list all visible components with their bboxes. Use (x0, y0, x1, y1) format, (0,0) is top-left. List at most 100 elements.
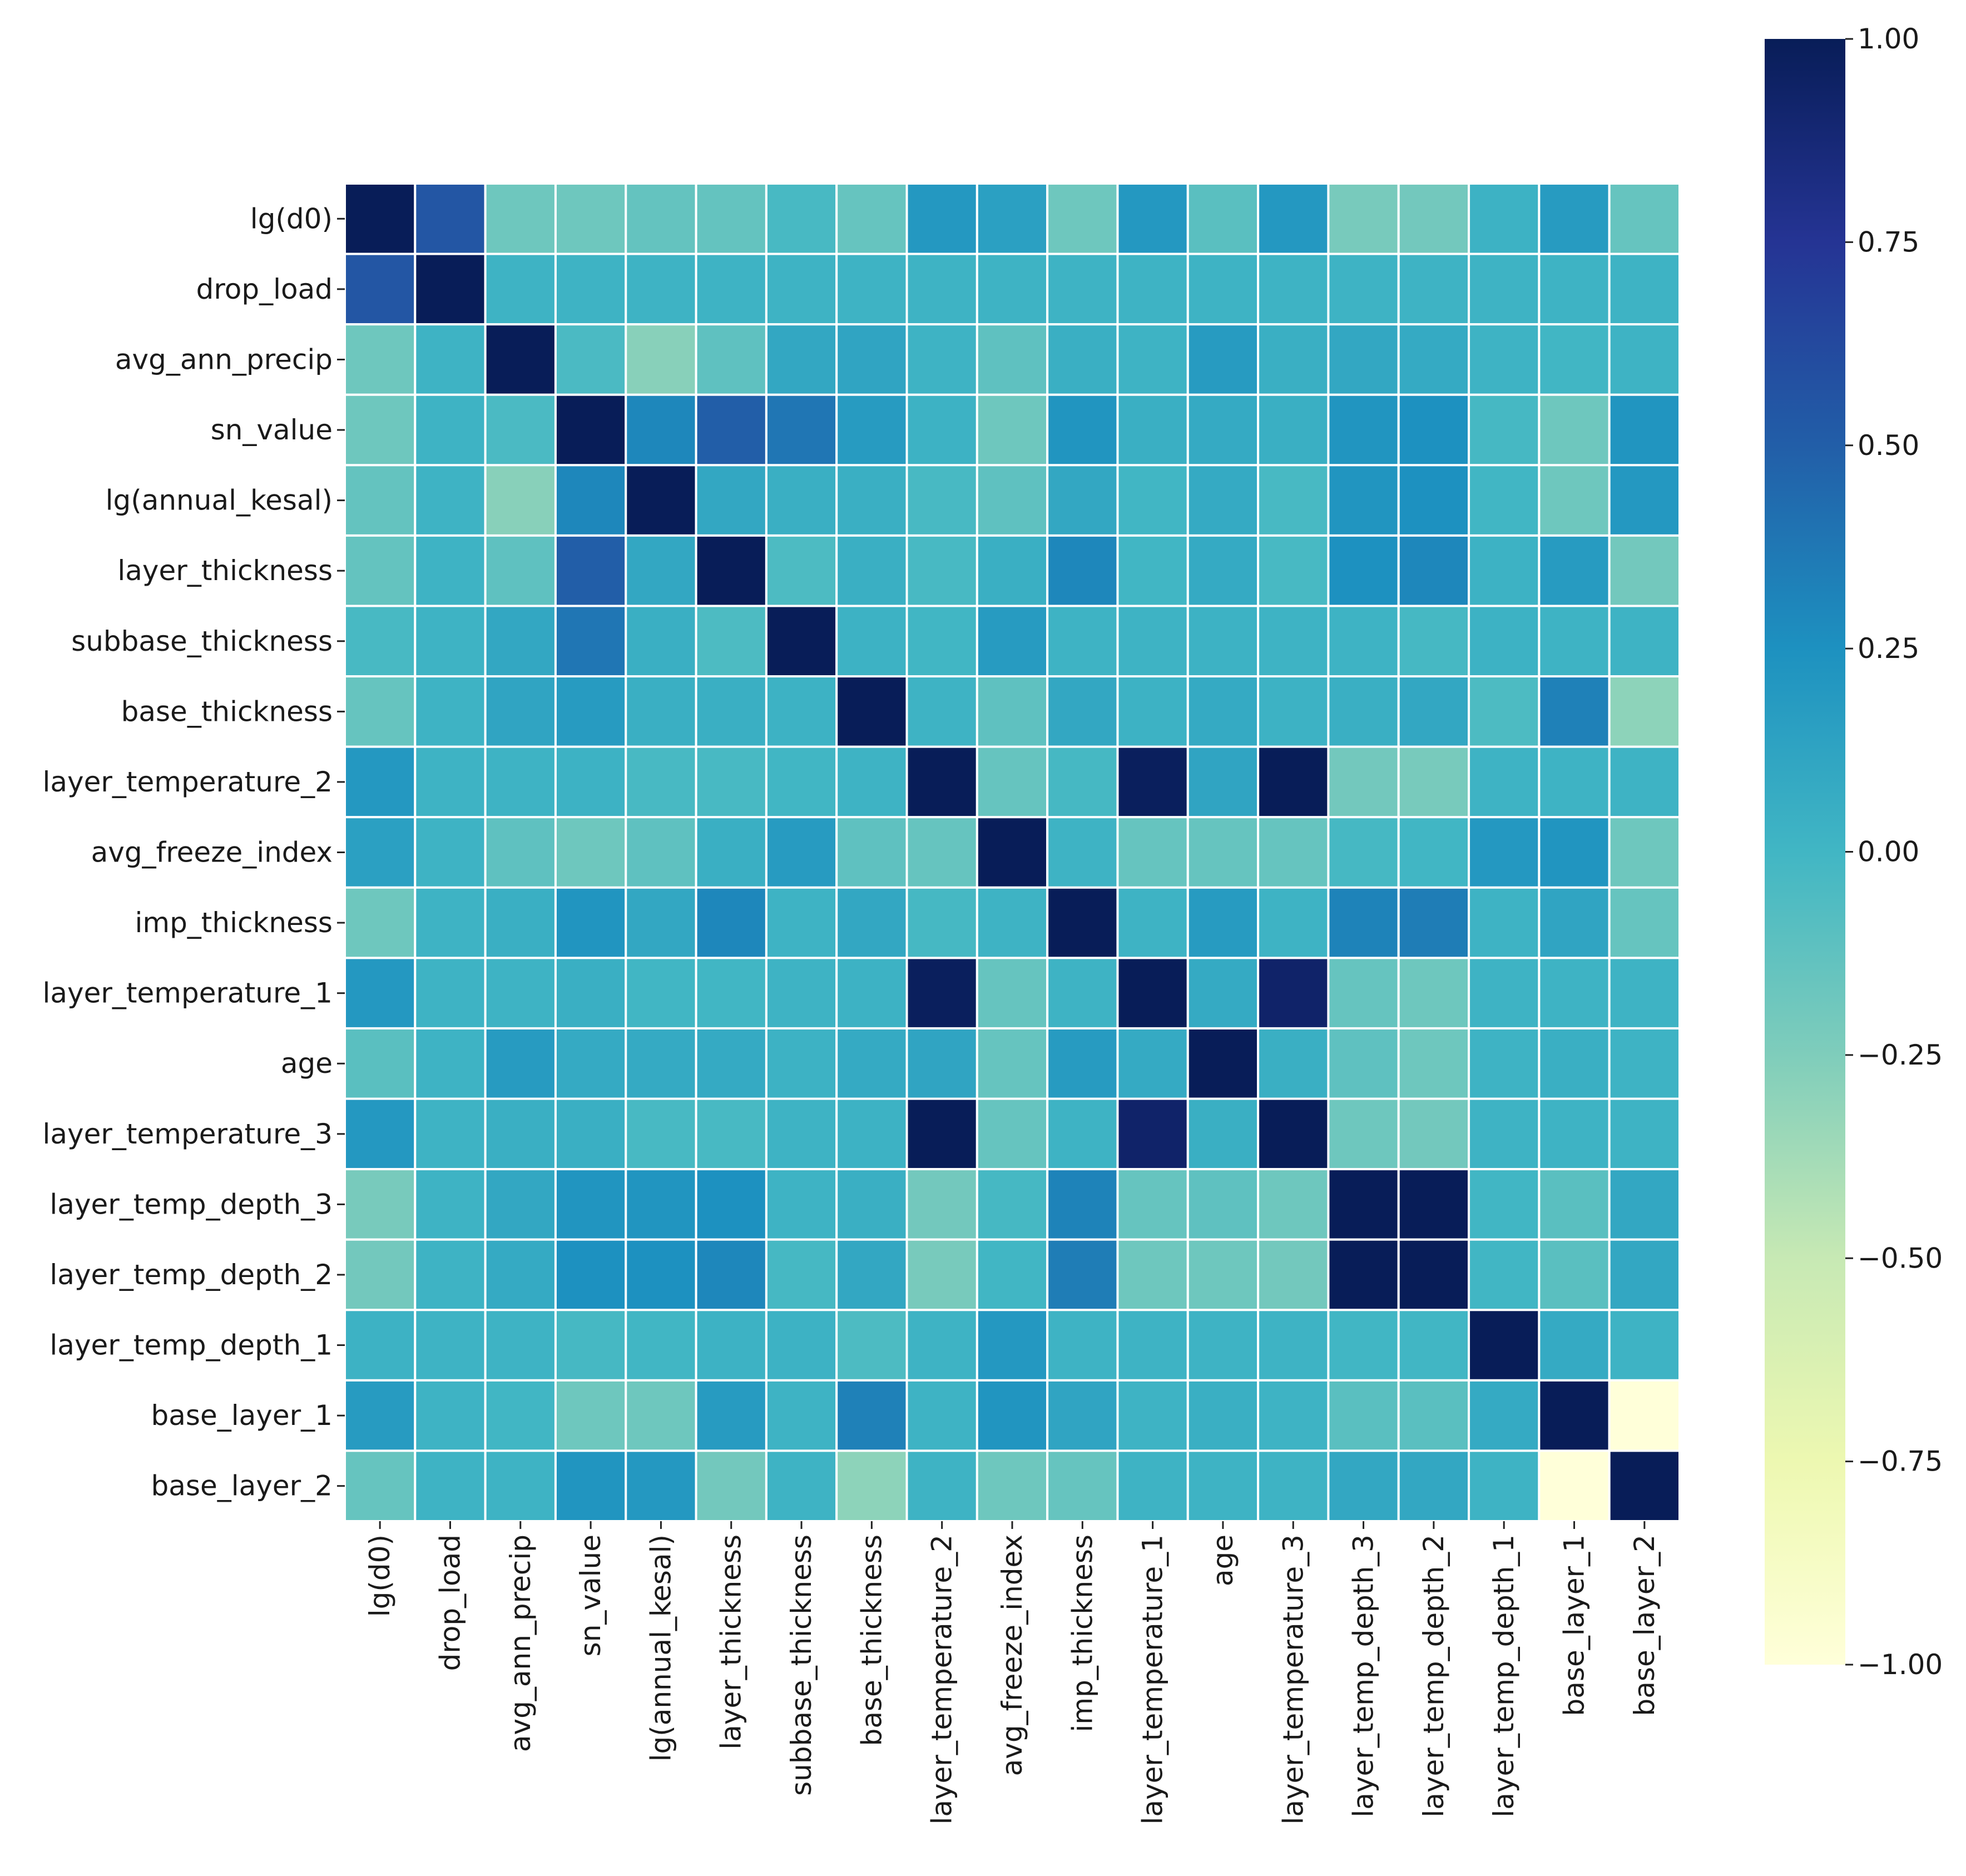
heatmap-cell-base-layer-2-x-age (1186, 1449, 1260, 1523)
heatmap-cell-subbase-thickness-x-drop-load (414, 605, 487, 678)
heatmap-cell-layer-temperature-1-x-base-layer-2 (1608, 957, 1681, 1029)
heatmap-cell-base-thickness-x-avg-freeze-index (975, 675, 1049, 748)
heatmap-cell-subbase-thickness-x-age (1186, 605, 1260, 678)
heatmap-cell-layer-temp-depth-2-x-layer-temp-depth-2 (1397, 1238, 1470, 1311)
heatmap-cell-avg-freeze-index-x-layer-temperature-2 (905, 816, 978, 889)
colorbar-tick-label-7: −0.75 (1858, 1446, 1943, 1478)
heatmap-cell-avg-ann-precip-x-layer-temperature-3 (1257, 323, 1330, 396)
heatmap-cell-subbase-thickness-x-base-layer-2 (1608, 605, 1681, 678)
heatmap-cell-base-layer-1-x-subbase-thickness (765, 1379, 838, 1452)
heatmap-cell-layer-temp-depth-1-x-avg-ann-precip (484, 1309, 557, 1382)
heatmap-cell-imp-thickness-x-layer-temperature-2 (905, 886, 978, 959)
y-tick-label-base-layer-1: base_layer_1 (151, 1399, 333, 1432)
heatmap-cell-sn-value-x-layer-temperature-1 (1116, 393, 1189, 467)
heatmap-cell-layer-temperature-3-x-layer-temp-depth-3 (1327, 1097, 1400, 1171)
y-tick-label-base-thickness: base_thickness (121, 695, 333, 727)
y-tick-label-age: age (281, 1047, 333, 1080)
x-tick-label-avg-freeze-index: avg_freeze_index (996, 1535, 1028, 1776)
heatmap-cell-sn-value-x-layer-temperature-3 (1257, 393, 1330, 467)
heatmap-cell-layer-temp-depth-2-x-avg-freeze-index (975, 1238, 1049, 1311)
heatmap-cell-sn-value-x-layer-temp-depth-2 (1397, 393, 1470, 467)
heatmap-cell-avg-freeze-index-x-layer-temp-depth-1 (1468, 816, 1541, 889)
heatmap-cell-imp-thickness-x-base-thickness (835, 886, 908, 959)
heatmap-cell-layer-temperature-2-x-subbase-thickness (765, 745, 838, 819)
heatmap-cell-lg-annual-kesal-x-layer-thickness (695, 464, 767, 537)
colorbar-tick-label-3: 0.25 (1858, 632, 1919, 665)
y-tick-label-layer-temperature-3: layer_temperature_3 (42, 1118, 333, 1150)
heatmap-cell-layer-temperature-3-x-layer-temperature-1 (1116, 1097, 1189, 1171)
heatmap-cell-sn-value-x-layer-temp-depth-3 (1327, 393, 1400, 467)
heatmap-cell-layer-temperature-3-x-lg-annual-kesal (625, 1097, 697, 1171)
heatmap-cell-layer-temp-depth-3-x-base-layer-1 (1538, 1168, 1611, 1241)
heatmap-cell-base-thickness-x-base-thickness (835, 675, 908, 748)
heatmap-cell-layer-temperature-3-x-avg-ann-precip (484, 1097, 557, 1171)
x-tick-label-lg-annual-kesal: lg(annual_kesal) (645, 1535, 677, 1761)
heatmap-cell-imp-thickness-x-layer-temperature-3 (1257, 886, 1330, 959)
heatmap-cell-base-thickness-x-age (1186, 675, 1260, 748)
heatmap-cell-base-layer-2-x-layer-temperature-1 (1116, 1449, 1189, 1523)
heatmap-cell-base-thickness-x-lg-annual-kesal (625, 675, 697, 748)
heatmap-cell-layer-temp-depth-2-x-layer-temperature-1 (1116, 1238, 1189, 1311)
heatmap-cell-layer-temperature-3-x-subbase-thickness (765, 1097, 838, 1171)
heatmap-cell-lg-d0-x-age (1186, 182, 1260, 255)
heatmap-cell-subbase-thickness-x-subbase-thickness (765, 605, 838, 678)
heatmap-cell-layer-temp-depth-2-x-base-layer-1 (1538, 1238, 1611, 1311)
heatmap-cell-layer-temp-depth-2-x-layer-temperature-3 (1257, 1238, 1330, 1311)
x-tick-label-layer-temp-depth-1: layer_temp_depth_1 (1488, 1535, 1520, 1818)
heatmap-cell-base-layer-2-x-layer-thickness (695, 1449, 767, 1523)
heatmap-cell-layer-temperature-1-x-layer-temp-depth-3 (1327, 957, 1400, 1029)
heatmap-cell-layer-temp-depth-2-x-subbase-thickness (765, 1238, 838, 1311)
y-tick-label-layer-temp-depth-1: layer_temp_depth_1 (49, 1329, 333, 1362)
heatmap-cell-layer-temp-depth-1-x-drop-load (414, 1309, 487, 1382)
heatmap-cell-drop-load-x-layer-temp-depth-3 (1327, 253, 1400, 326)
heatmap-cell-base-layer-2-x-sn-value (554, 1449, 627, 1523)
heatmap-cell-age-x-subbase-thickness (765, 1027, 838, 1100)
heatmap-cell-drop-load-x-layer-temperature-1 (1116, 253, 1189, 326)
heatmap-cell-age-x-base-layer-1 (1538, 1027, 1611, 1100)
heatmap-cell-layer-temp-depth-1-x-sn-value (554, 1309, 627, 1382)
colorbar-tick-label-4: 0.00 (1858, 836, 1919, 868)
heatmap-cell-lg-d0-x-base-layer-1 (1538, 182, 1611, 255)
x-tick-label-base-thickness: base_thickness (855, 1535, 888, 1746)
heatmap-cell-imp-thickness-x-avg-ann-precip (484, 886, 557, 959)
heatmap-cell-age-x-layer-temp-depth-3 (1327, 1027, 1400, 1100)
heatmap-cell-base-layer-1-x-layer-temperature-1 (1116, 1379, 1189, 1452)
heatmap-cell-layer-temperature-1-x-layer-thickness (695, 957, 767, 1029)
heatmap-cell-lg-annual-kesal-x-age (1186, 464, 1260, 537)
heatmap-cell-layer-temp-depth-3-x-avg-freeze-index (975, 1168, 1049, 1241)
heatmap-cell-age-x-avg-freeze-index (975, 1027, 1049, 1100)
heatmap-cell-lg-d0-x-layer-temperature-3 (1257, 182, 1330, 255)
heatmap-cell-base-thickness-x-layer-temperature-1 (1116, 675, 1189, 748)
colorbar-tick-label-8: −1.00 (1858, 1649, 1943, 1681)
heatmap-cell-layer-temp-depth-1-x-layer-temperature-1 (1116, 1309, 1189, 1382)
heatmap-cell-drop-load-x-sn-value (554, 253, 627, 326)
heatmap-cell-lg-annual-kesal-x-layer-temp-depth-2 (1397, 464, 1470, 537)
heatmap-cell-avg-ann-precip-x-subbase-thickness (765, 323, 838, 396)
heatmap-cell-layer-temperature-2-x-avg-freeze-index (975, 745, 1049, 819)
heatmap-cell-layer-temp-depth-1-x-base-layer-1 (1538, 1309, 1611, 1382)
heatmap-cell-layer-temperature-3-x-avg-freeze-index (975, 1097, 1049, 1171)
heatmap-cell-lg-d0-x-avg-ann-precip (484, 182, 557, 255)
heatmap-cell-drop-load-x-lg-annual-kesal (625, 253, 697, 326)
x-tick-label-layer-thickness: layer_thickness (715, 1535, 747, 1750)
heatmap-cell-lg-d0-x-lg-d0 (344, 182, 417, 255)
heatmap-cell-layer-temperature-3-x-sn-value (554, 1097, 627, 1171)
heatmap-cell-layer-temperature-3-x-base-layer-2 (1608, 1097, 1681, 1171)
x-tick-label-layer-temp-depth-2: layer_temp_depth_2 (1418, 1535, 1450, 1818)
heatmap-cell-layer-thickness-x-layer-thickness (695, 534, 767, 607)
heatmap-cell-drop-load-x-avg-freeze-index (975, 253, 1049, 326)
heatmap-cell-layer-temperature-2-x-layer-temperature-1 (1116, 745, 1189, 819)
heatmap-cell-sn-value-x-lg-annual-kesal (625, 393, 697, 467)
heatmap-cell-layer-temp-depth-1-x-layer-temp-depth-2 (1397, 1309, 1470, 1382)
heatmap-cell-base-layer-1-x-layer-thickness (695, 1379, 767, 1452)
heatmap-cell-sn-value-x-avg-freeze-index (975, 393, 1049, 467)
heatmap-cell-lg-d0-x-sn-value (554, 182, 627, 255)
heatmap-cell-lg-annual-kesal-x-subbase-thickness (765, 464, 838, 537)
heatmap-cell-base-layer-2-x-lg-annual-kesal (625, 1449, 697, 1523)
heatmap-cell-layer-temperature-3-x-layer-temperature-3 (1257, 1097, 1330, 1171)
heatmap-cell-layer-temp-depth-3-x-layer-temperature-3 (1257, 1168, 1330, 1241)
heatmap-cell-imp-thickness-x-base-layer-1 (1538, 886, 1611, 959)
heatmap-cell-base-thickness-x-layer-temperature-2 (905, 675, 978, 748)
heatmap-cell-avg-ann-precip-x-age (1186, 323, 1260, 396)
heatmap-cell-subbase-thickness-x-layer-temp-depth-3 (1327, 605, 1400, 678)
